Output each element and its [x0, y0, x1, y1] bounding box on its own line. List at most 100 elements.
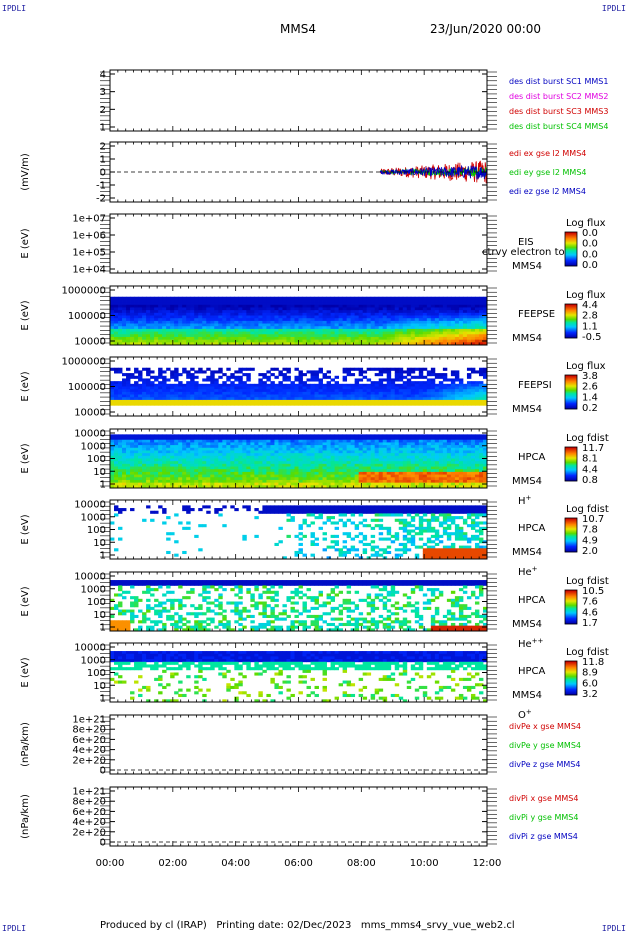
heatmap-cell	[354, 442, 360, 446]
heatmap-cell	[130, 485, 135, 489]
heatmap-cell	[166, 479, 171, 484]
heatmap-cell	[450, 389, 456, 393]
heatmap-cell	[270, 394, 275, 398]
heatmap-cell	[426, 299, 432, 303]
heatmap-cell	[390, 315, 396, 319]
heatmap-cell	[422, 386, 428, 390]
heatmap-cell	[334, 463, 340, 467]
heatmap-cell	[338, 307, 344, 311]
heatmap-cell	[210, 378, 215, 382]
heatmap-cell	[334, 386, 340, 390]
heatmap-cell	[238, 323, 243, 327]
heatmap-cell	[370, 434, 376, 438]
heatmap-cell	[226, 442, 231, 446]
heatmap-cell	[410, 383, 416, 387]
heatmap-cell	[230, 445, 235, 449]
heatmap-cell	[286, 442, 291, 446]
heatmap-cell	[274, 323, 279, 327]
heatmap-cell	[422, 375, 428, 379]
heatmap-cell	[366, 445, 372, 449]
heatmap-cell	[238, 439, 243, 443]
heatmap-cell	[374, 442, 380, 446]
heatmap-cell	[206, 383, 211, 387]
heatmap-cell	[398, 394, 404, 398]
heatmap-cell	[214, 474, 219, 478]
heatmap-cell	[166, 397, 171, 401]
heatmap-cell	[338, 442, 344, 446]
heatmap-cell	[430, 383, 436, 387]
heatmap-cell	[238, 328, 243, 332]
heatmap-cell	[462, 307, 468, 311]
heatmap-cell	[462, 320, 468, 324]
heatmap-cell	[434, 320, 440, 324]
heatmap-cell	[342, 461, 348, 465]
heatmap-cell	[346, 455, 352, 459]
heatmap-cell	[426, 389, 432, 393]
heatmap-cell	[206, 312, 211, 316]
heatmap-cell	[378, 453, 384, 457]
heatmap-cell	[446, 304, 452, 308]
heatmap-cell	[314, 442, 319, 446]
heatmap-cell	[202, 315, 207, 319]
heatmap-cell	[110, 307, 115, 311]
heatmap-cell	[126, 336, 131, 341]
heatmap-cell	[342, 399, 348, 403]
heatmap-cell	[366, 312, 372, 316]
heatmap-cell	[266, 477, 271, 481]
heatmap-cell	[126, 383, 131, 387]
heatmap-cell	[130, 342, 135, 346]
heatmap-cell	[262, 399, 267, 403]
heatmap-cell	[222, 477, 227, 481]
heatmap-cell	[162, 445, 167, 449]
heatmap-cell	[330, 386, 335, 390]
heatmap-cell	[118, 386, 123, 390]
heatmap-cell	[278, 437, 283, 441]
heatmap-cell	[326, 399, 331, 403]
heatmap-cell	[350, 323, 356, 327]
heatmap-cell	[154, 453, 159, 457]
heatmap-cell	[282, 315, 287, 319]
heatmap-cell	[334, 375, 340, 379]
heatmap-cell	[154, 461, 159, 465]
heatmap-cell	[186, 336, 191, 341]
heatmap-cell	[282, 331, 287, 335]
heatmap-cell	[202, 437, 207, 441]
heatmap-cell	[314, 336, 319, 341]
heatmap-cell	[418, 310, 424, 314]
heatmap-cell	[274, 458, 279, 462]
heatmap-cell	[478, 320, 484, 324]
heatmap-cell	[182, 296, 187, 300]
heatmap-cell	[178, 450, 183, 454]
heatmap-cell	[158, 389, 163, 393]
heatmap-cell	[482, 342, 488, 346]
heatmap-cell	[334, 326, 340, 330]
heatmap-cell	[330, 331, 335, 335]
heatmap-cell	[174, 312, 179, 316]
heatmap-cell	[338, 302, 344, 306]
heatmap-cell	[274, 450, 279, 454]
heatmap-cell	[326, 315, 331, 319]
heatmap-cell	[346, 442, 352, 446]
heatmap-cell	[310, 296, 315, 300]
heatmap-cell	[362, 318, 368, 322]
heatmap-cell	[358, 461, 364, 465]
heatmap-cell	[334, 296, 340, 300]
heatmap-cell	[338, 299, 344, 303]
heatmap-cell	[354, 474, 360, 478]
heatmap-cell	[286, 445, 291, 449]
heatmap-cell	[382, 447, 388, 451]
heatmap-cell	[482, 397, 488, 401]
colorbar-step	[565, 313, 577, 315]
heatmap-cell	[470, 296, 476, 300]
heatmap-cell	[138, 439, 143, 443]
heatmap-cell	[446, 391, 452, 395]
heatmap-cell	[202, 461, 207, 465]
colorbar-step	[565, 395, 577, 397]
heatmap-cell	[158, 342, 163, 346]
heatmap-cell	[186, 307, 191, 311]
heatmap-cell	[446, 397, 452, 401]
heatmap-cell	[294, 442, 299, 446]
heatmap-cell	[202, 402, 207, 406]
colorbar-step	[565, 403, 577, 405]
heatmap-cell	[178, 318, 183, 322]
